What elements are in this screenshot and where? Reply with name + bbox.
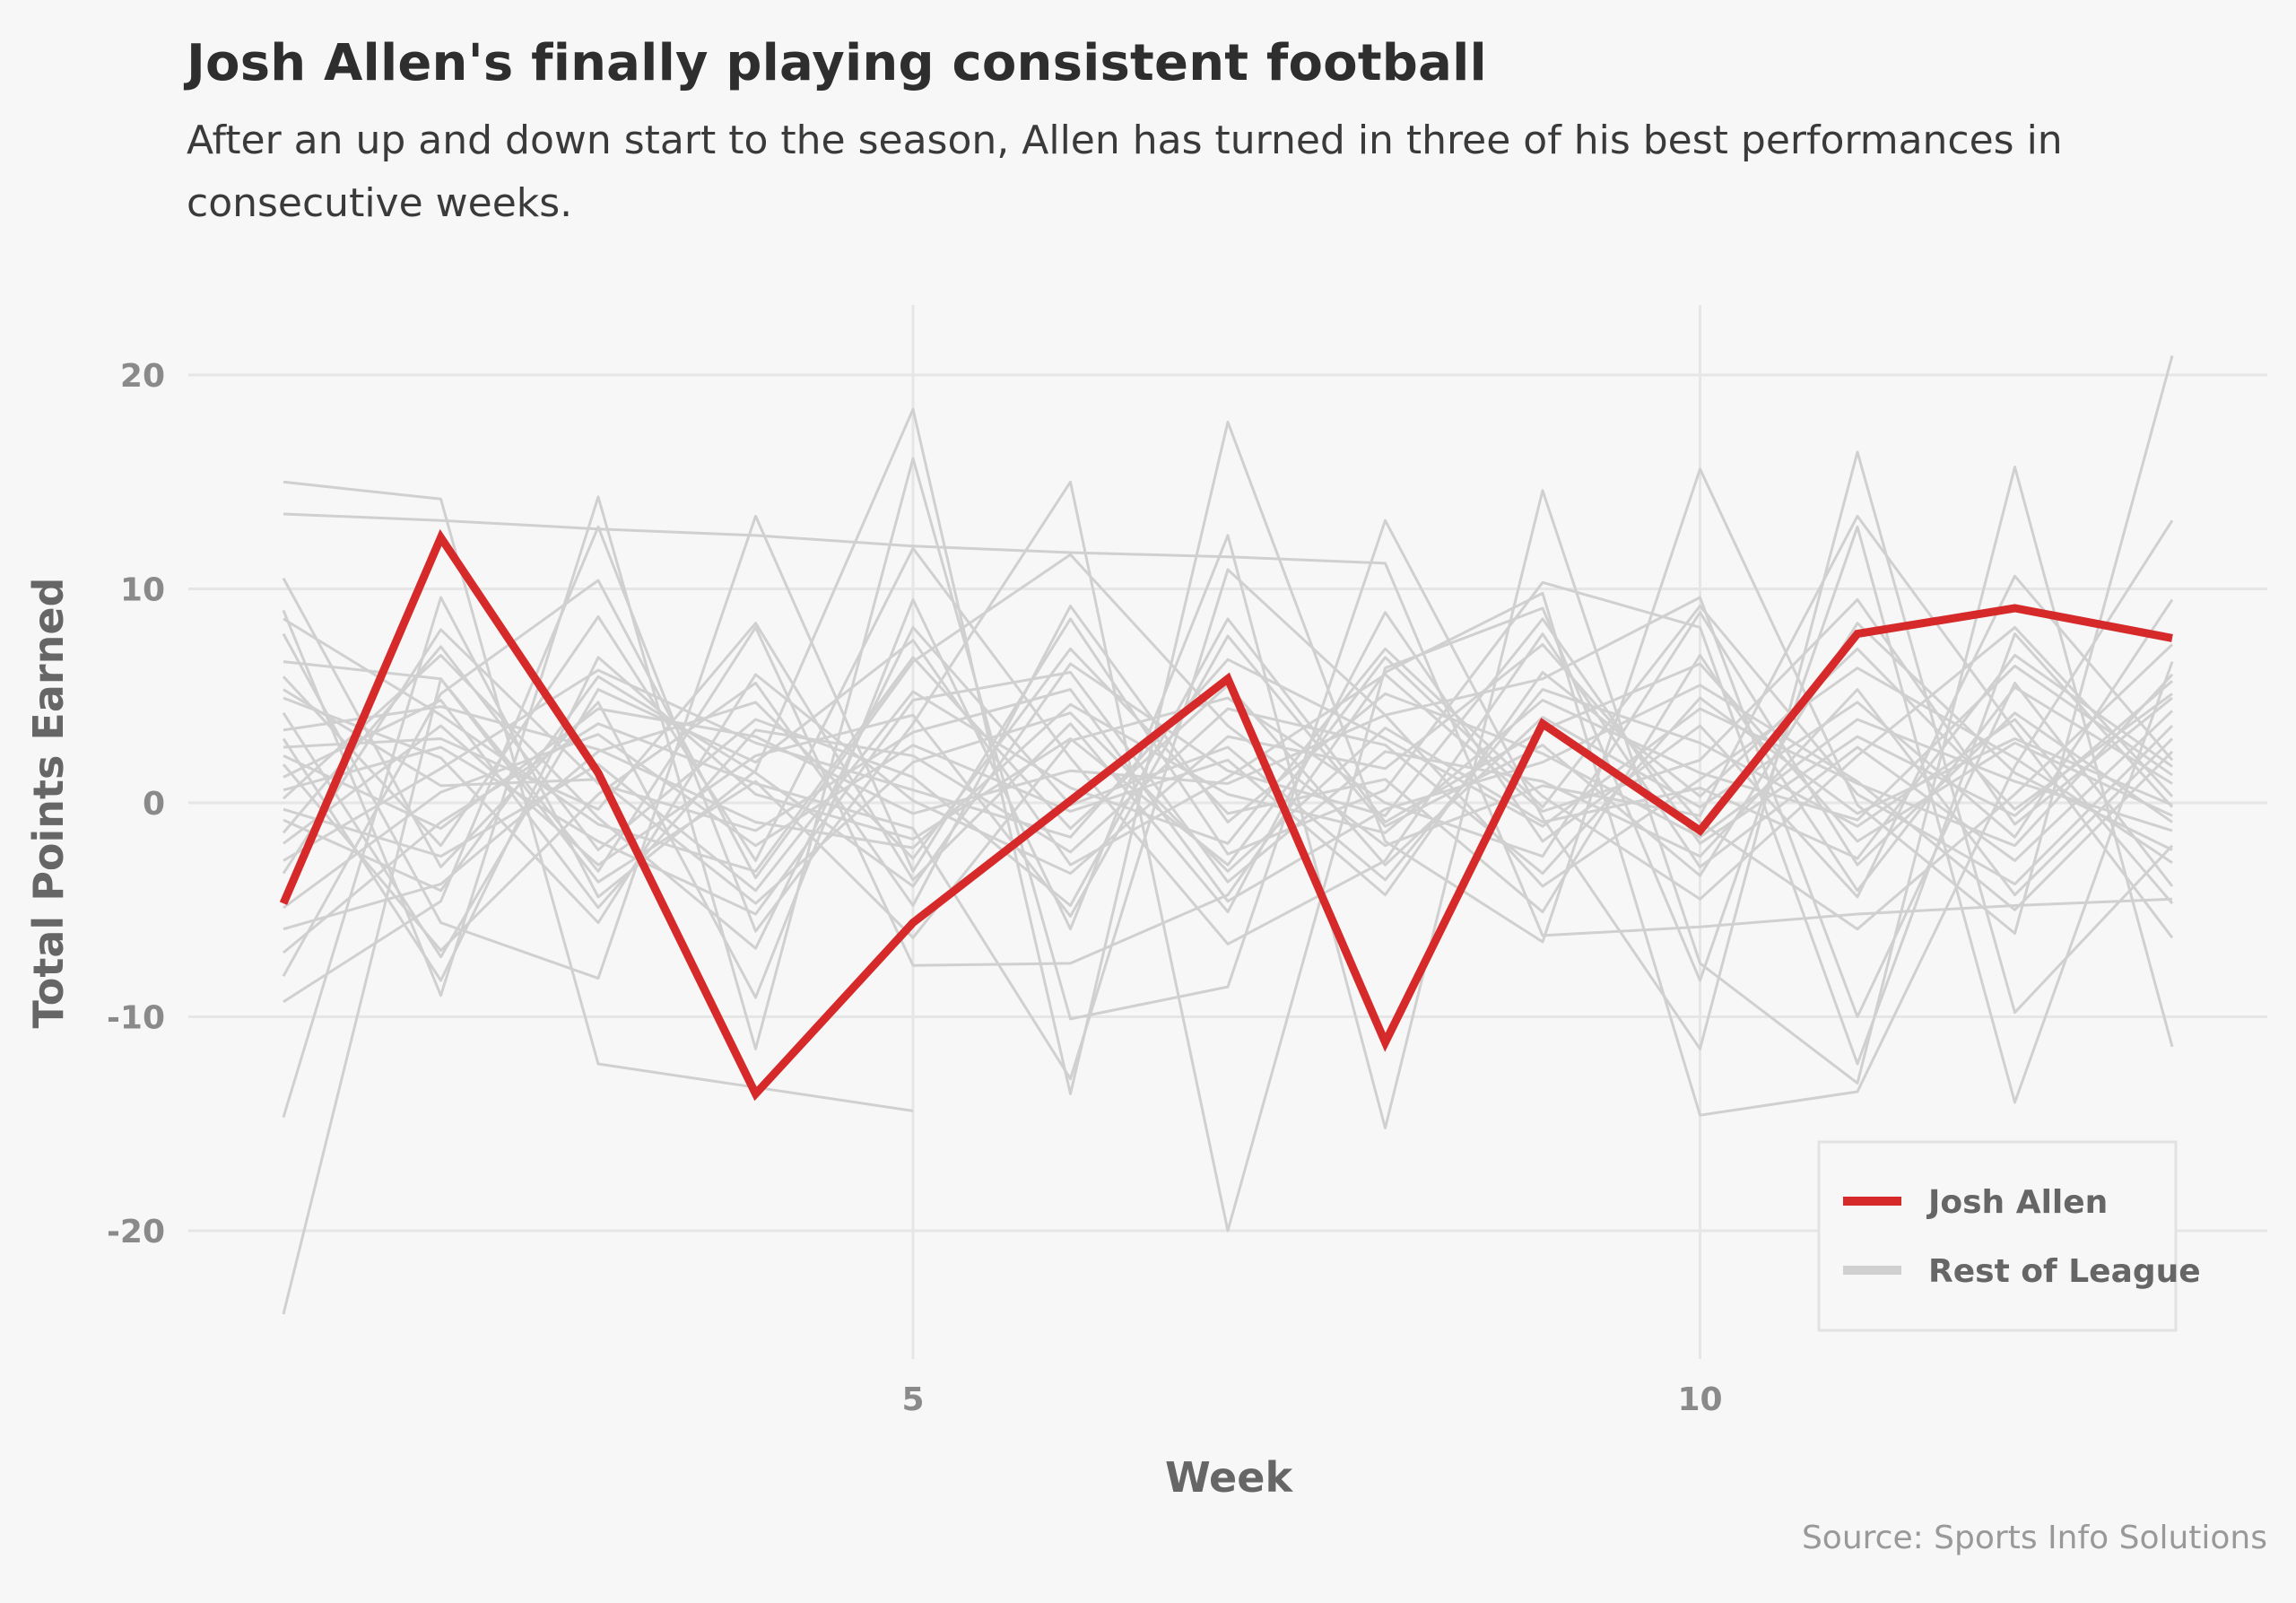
league-series-line: [283, 647, 2173, 910]
y-tick-label: -10: [107, 1000, 165, 1037]
league-series-line: [283, 611, 2173, 939]
league-series-line: [283, 647, 2173, 931]
league-series-line: [283, 671, 2174, 916]
rest-of-league-lines: [282, 355, 2174, 1315]
x-tick-label: 10: [1677, 1381, 1722, 1418]
league-series-line: [283, 643, 2174, 931]
legend-label-rest-of-league: Rest of League: [1928, 1253, 2201, 1290]
y-tick-label: 0: [143, 786, 165, 823]
x-axis-title: Week: [1165, 1453, 1293, 1502]
league-series-line: [282, 597, 2173, 959]
league-series-line: [282, 605, 2174, 982]
league-series-line: [282, 546, 2174, 945]
league-series-line: [283, 480, 2174, 1233]
josh-allen-series-line: [279, 528, 2173, 1102]
league-series-line: [282, 514, 2174, 1066]
league-series-line: [283, 617, 2173, 893]
league-series-line: [282, 625, 2174, 950]
league-series-line: [283, 658, 2174, 862]
y-tick-label: 10: [120, 572, 165, 609]
y-tick-label: 20: [120, 358, 165, 395]
league-series-line: [283, 625, 2174, 901]
league-series-line: [283, 480, 914, 1112]
league-series-line: [283, 574, 2174, 914]
league-series-line: [282, 519, 2174, 1315]
legend-label-josh-allen: Josh Allen: [1926, 1184, 2108, 1221]
league-series-line: [282, 605, 2173, 953]
league-series-line: [282, 628, 2174, 911]
league-series-line: [282, 355, 2174, 1119]
league-series-line: [283, 666, 2173, 888]
y-axis-title: Total Points Earned: [24, 578, 73, 1029]
x-tick-label: 5: [901, 1381, 924, 1418]
league-series-line: [282, 617, 2173, 907]
league-series-line: [282, 450, 2174, 1050]
y-tick-label: -20: [107, 1214, 165, 1250]
axis-ticks: -20 -10 0 10 20 5 10: [107, 358, 1723, 1418]
league-series-line: [282, 466, 2174, 1129]
league-series-line: [283, 696, 2173, 910]
league-series-line: [283, 664, 2173, 849]
josh-allen-line: [279, 528, 2173, 1102]
chart-subtitle: After an up and down start to the season…: [187, 118, 2063, 226]
legend: Josh Allen Rest of League: [1817, 1140, 2201, 1332]
league-series-line: [283, 622, 2173, 918]
legend-box: [1817, 1140, 2178, 1332]
league-series-line: [282, 514, 2174, 977]
source-note: Source: Sports Info Solutions: [1801, 1520, 2267, 1556]
league-series-line: [283, 568, 2174, 1081]
chart-title: Josh Allen's finally playing consistent …: [187, 34, 1487, 92]
